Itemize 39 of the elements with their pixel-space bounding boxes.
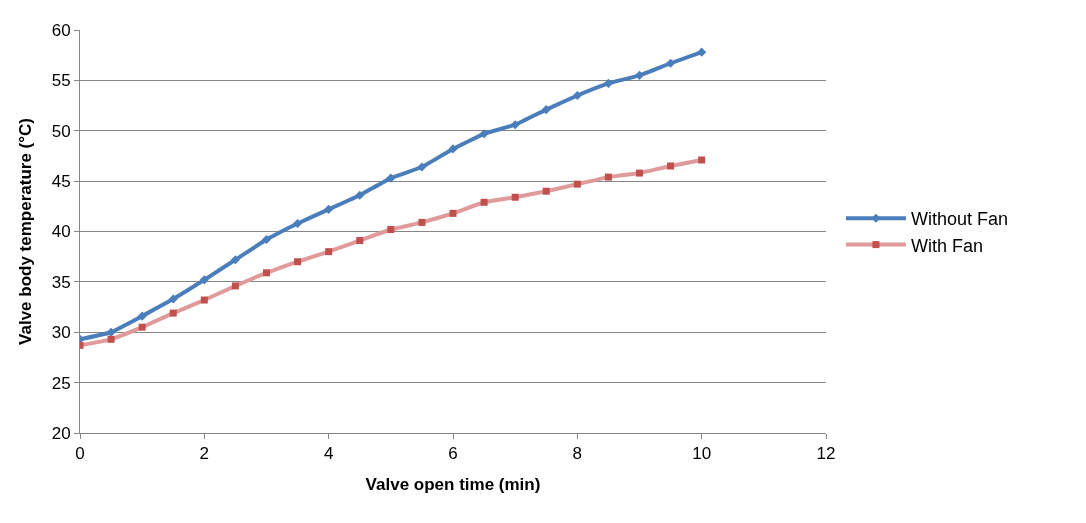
point [324, 204, 334, 214]
point [448, 144, 458, 154]
point [417, 162, 427, 172]
point [137, 311, 147, 321]
point [603, 78, 613, 88]
point [634, 70, 645, 80]
x-tick-label: 12 [816, 444, 836, 464]
x-tick-label: 8 [572, 444, 583, 464]
point [479, 129, 489, 139]
x-tick-label: 10 [692, 444, 712, 464]
x-tick-label: 2 [199, 444, 210, 464]
y-tick-label: 50 [51, 121, 71, 141]
point [386, 173, 396, 183]
y-axis-title: Valve body temperature (°C) [16, 118, 36, 345]
x-axis-title: Valve open time (min) [365, 474, 541, 494]
point [261, 235, 272, 245]
y-tick-label: 35 [51, 272, 71, 292]
y-tick-label: 45 [51, 172, 71, 192]
point [666, 58, 676, 68]
legend-label: Without Fan [910, 209, 1008, 230]
x-tick-label: 0 [75, 444, 85, 464]
x-tick-label: 6 [448, 444, 458, 464]
point [697, 47, 707, 57]
point [572, 90, 582, 101]
point [230, 255, 240, 265]
y-tick-label: 30 [51, 323, 71, 343]
point [510, 120, 520, 130]
x-tick-label: 4 [323, 444, 334, 464]
point [199, 275, 209, 285]
y-tick-label: 20 [51, 423, 71, 443]
point [355, 190, 365, 200]
point [541, 105, 551, 115]
y-tick-label: 55 [51, 71, 71, 91]
y-tick-label: 25 [51, 373, 71, 393]
y-tick-label: 60 [51, 20, 71, 40]
y-tick-label: 40 [51, 222, 71, 242]
point [168, 294, 178, 304]
point [293, 218, 303, 228]
legend-label: With Fan [910, 235, 983, 256]
